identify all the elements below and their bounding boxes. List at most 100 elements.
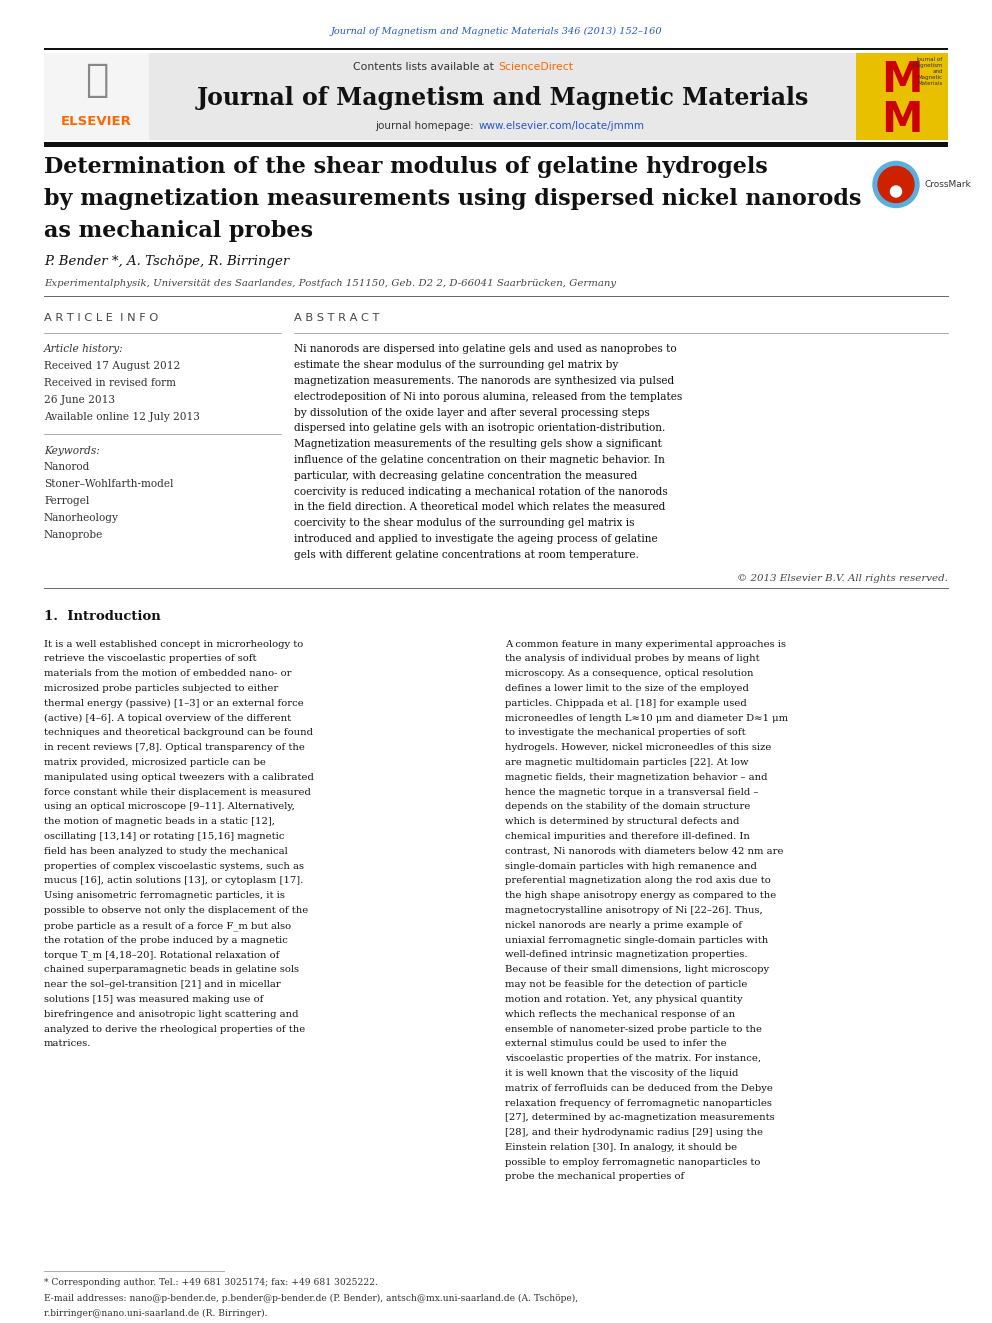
Text: uniaxial ferromagnetic single-domain particles with: uniaxial ferromagnetic single-domain par… [505,935,768,945]
Text: Journal of
Magnetism
and
Magnetic
Materials: Journal of Magnetism and Magnetic Materi… [913,57,943,86]
Text: by dissolution of the oxide layer and after several processing steps: by dissolution of the oxide layer and af… [294,407,650,418]
Bar [44,48,948,50]
Text: solutions [15] was measured making use of: solutions [15] was measured making use o… [44,995,263,1004]
Text: possible to observe not only the displacement of the: possible to observe not only the displac… [44,906,309,916]
Text: 🌳: 🌳 [84,61,108,99]
Text: probe particle as a result of a force F_m but also: probe particle as a result of a force F_… [44,921,291,930]
Text: the motion of magnetic beads in a static [12],: the motion of magnetic beads in a static… [44,818,275,827]
Text: dispersed into gelatine gels with an isotropic orientation-distribution.: dispersed into gelatine gels with an iso… [294,423,666,434]
Text: Contents lists available at: Contents lists available at [353,61,498,71]
Text: electrodeposition of Ni into porous alumina, released from the templates: electrodeposition of Ni into porous alum… [294,392,682,402]
Text: microsized probe particles subjected to either: microsized probe particles subjected to … [44,684,278,693]
Text: chained superparamagnetic beads in gelatine sols: chained superparamagnetic beads in gelat… [44,966,299,974]
Text: A R T I C L E  I N F O: A R T I C L E I N F O [44,312,159,323]
Text: Nanorheology: Nanorheology [44,513,119,523]
Text: to investigate the mechanical properties of soft: to investigate the mechanical properties… [505,729,746,737]
Text: in the field direction. A theoretical model which relates the measured: in the field direction. A theoretical mo… [294,503,666,512]
Text: coercivity to the shear modulus of the surrounding gel matrix is: coercivity to the shear modulus of the s… [294,519,635,528]
Text: magnetic fields, their magnetization behavior – and: magnetic fields, their magnetization beh… [505,773,768,782]
Text: www.elsevier.com/locate/jmmm: www.elsevier.com/locate/jmmm [478,120,645,131]
Text: * Corresponding author. Tel.: +49 681 3025174; fax: +49 681 3025222.: * Corresponding author. Tel.: +49 681 30… [44,1278,378,1287]
Text: matrices.: matrices. [44,1040,91,1048]
Text: Magnetization measurements of the resulting gels show a significant: Magnetization measurements of the result… [294,439,662,450]
Text: [27], determined by ac-magnetization measurements: [27], determined by ac-magnetization mea… [505,1113,775,1122]
Text: ensemble of nanometer-sized probe particle to the: ensemble of nanometer-sized probe partic… [505,1024,762,1033]
Text: gels with different gelatine concentrations at room temperature.: gels with different gelatine concentrati… [294,550,639,560]
Text: the rotation of the probe induced by a magnetic: the rotation of the probe induced by a m… [44,935,288,945]
Text: r.birringer@nano.uni-saarland.de (R. Birringer).: r.birringer@nano.uni-saarland.de (R. Bir… [44,1308,268,1318]
Text: estimate the shear modulus of the surrounding gel matrix by: estimate the shear modulus of the surrou… [294,360,618,370]
Text: 1.  Introduction: 1. Introduction [44,610,161,623]
Text: ELSEVIER: ELSEVIER [62,115,132,128]
Text: using an optical microscope [9–11]. Alternatively,: using an optical microscope [9–11]. Alte… [44,803,295,811]
Text: single-domain particles with high remanence and: single-domain particles with high remane… [505,861,757,871]
Text: M: M [881,99,923,142]
Text: possible to employ ferromagnetic nanoparticles to: possible to employ ferromagnetic nanopar… [505,1158,761,1167]
Text: introduced and applied to investigate the ageing process of gelatine: introduced and applied to investigate th… [294,534,658,544]
Text: Nanoprobe: Nanoprobe [44,529,103,540]
Bar [44,53,149,140]
Text: A common feature in many experimental approaches is: A common feature in many experimental ap… [505,640,786,648]
Text: M: M [881,60,923,101]
Text: magnetization measurements. The nanorods are synthesized via pulsed: magnetization measurements. The nanorods… [294,376,675,386]
Text: well-defined intrinsic magnetization properties.: well-defined intrinsic magnetization pro… [505,950,748,959]
Text: materials from the motion of embedded nano- or: materials from the motion of embedded na… [44,669,292,679]
Text: Journal of Magnetism and Magnetic Materials 346 (2013) 152–160: Journal of Magnetism and Magnetic Materi… [330,26,662,36]
Text: as mechanical probes: as mechanical probes [44,220,313,242]
Text: which is determined by structural defects and: which is determined by structural defect… [505,818,739,827]
Text: defines a lower limit to the size of the employed: defines a lower limit to the size of the… [505,684,749,693]
Text: hence the magnetic torque in a transversal field –: hence the magnetic torque in a transvers… [505,787,758,796]
Text: A B S T R A C T: A B S T R A C T [294,312,379,323]
Text: Article history:: Article history: [44,344,124,355]
Text: Available online 12 July 2013: Available online 12 July 2013 [44,411,199,422]
Text: may not be feasible for the detection of particle: may not be feasible for the detection of… [505,980,747,990]
Bar [44,143,948,147]
Text: are magnetic multidomain particles [22]. At low: are magnetic multidomain particles [22].… [505,758,749,767]
Text: Received in revised form: Received in revised form [44,378,176,388]
Text: near the sol–gel-transition [21] and in micellar: near the sol–gel-transition [21] and in … [44,980,281,990]
Text: the high shape anisotropy energy as compared to the: the high shape anisotropy energy as comp… [505,892,777,900]
Text: Experimentalphysik, Universität des Saarlandes, Postfach 151150, Geb. D2 2, D-66: Experimentalphysik, Universität des Saar… [44,279,616,287]
Text: influence of the gelatine concentration on their magnetic behavior. In: influence of the gelatine concentration … [294,455,665,466]
Text: Journal of Magnetism and Magnetic Materials: Journal of Magnetism and Magnetic Materi… [196,86,808,111]
Text: CrossMark: CrossMark [924,180,971,189]
Bar [149,53,856,140]
Text: viscoelastic properties of the matrix. For instance,: viscoelastic properties of the matrix. F… [505,1054,761,1064]
Text: [28], and their hydrodynamic radius [29] using the: [28], and their hydrodynamic radius [29]… [505,1129,763,1136]
Text: Einstein relation [30]. In analogy, it should be: Einstein relation [30]. In analogy, it s… [505,1143,737,1152]
Text: preferential magnetization along the rod axis due to: preferential magnetization along the rod… [505,877,771,885]
Text: manipulated using optical tweezers with a calibrated: manipulated using optical tweezers with … [44,773,313,782]
Text: field has been analyzed to study the mechanical: field has been analyzed to study the mec… [44,847,288,856]
Text: Ni nanorods are dispersed into gelatine gels and used as nanoprobes to: Ni nanorods are dispersed into gelatine … [294,344,677,355]
Circle shape [878,167,914,202]
Circle shape [873,161,919,208]
Text: © 2013 Elsevier B.V. All rights reserved.: © 2013 Elsevier B.V. All rights reserved… [737,574,948,582]
Text: particular, with decreasing gelatine concentration the measured: particular, with decreasing gelatine con… [294,471,638,480]
Text: magnetocrystalline anisotropy of Ni [22–26]. Thus,: magnetocrystalline anisotropy of Ni [22–… [505,906,763,916]
Text: properties of complex viscoelastic systems, such as: properties of complex viscoelastic syste… [44,861,304,871]
Text: motion and rotation. Yet, any physical quantity: motion and rotation. Yet, any physical q… [505,995,743,1004]
Text: P. Bender *, A. Tschöpe, R. Birringer: P. Bender *, A. Tschöpe, R. Birringer [44,254,290,267]
Text: matrix provided, microsized particle can be: matrix provided, microsized particle can… [44,758,266,767]
Text: thermal energy (passive) [1–3] or an external force: thermal energy (passive) [1–3] or an ext… [44,699,304,708]
Text: Using anisometric ferromagnetic particles, it is: Using anisometric ferromagnetic particle… [44,892,285,900]
Circle shape [891,187,902,197]
Text: depends on the stability of the domain structure: depends on the stability of the domain s… [505,803,750,811]
Text: Nanorod: Nanorod [44,462,90,472]
Text: nickel nanorods are nearly a prime example of: nickel nanorods are nearly a prime examp… [505,921,742,930]
Text: it is well known that the viscosity of the liquid: it is well known that the viscosity of t… [505,1069,738,1078]
Text: the analysis of individual probes by means of light: the analysis of individual probes by mea… [505,655,760,664]
Text: analyzed to derive the rheological properties of the: analyzed to derive the rheological prope… [44,1024,306,1033]
Text: mucus [16], actin solutions [13], or cytoplasm [17].: mucus [16], actin solutions [13], or cyt… [44,877,304,885]
Text: chemical impurities and therefore ill-defined. In: chemical impurities and therefore ill-de… [505,832,750,841]
Text: ScienceDirect: ScienceDirect [499,61,573,71]
Text: by magnetization measurements using dispersed nickel nanorods: by magnetization measurements using disp… [44,188,861,210]
Text: Received 17 August 2012: Received 17 August 2012 [44,361,181,372]
Text: contrast, Ni nanorods with diameters below 42 nm are: contrast, Ni nanorods with diameters bel… [505,847,784,856]
Text: in recent reviews [7,8]. Optical transparency of the: in recent reviews [7,8]. Optical transpa… [44,744,305,753]
Text: Ferrogel: Ferrogel [44,496,89,505]
Text: force constant while their displacement is measured: force constant while their displacement … [44,787,310,796]
Text: microscopy. As a consequence, optical resolution: microscopy. As a consequence, optical re… [505,669,754,679]
Text: Stoner–Wohlfarth-model: Stoner–Wohlfarth-model [44,479,174,490]
Text: which reflects the mechanical response of an: which reflects the mechanical response o… [505,1009,735,1019]
